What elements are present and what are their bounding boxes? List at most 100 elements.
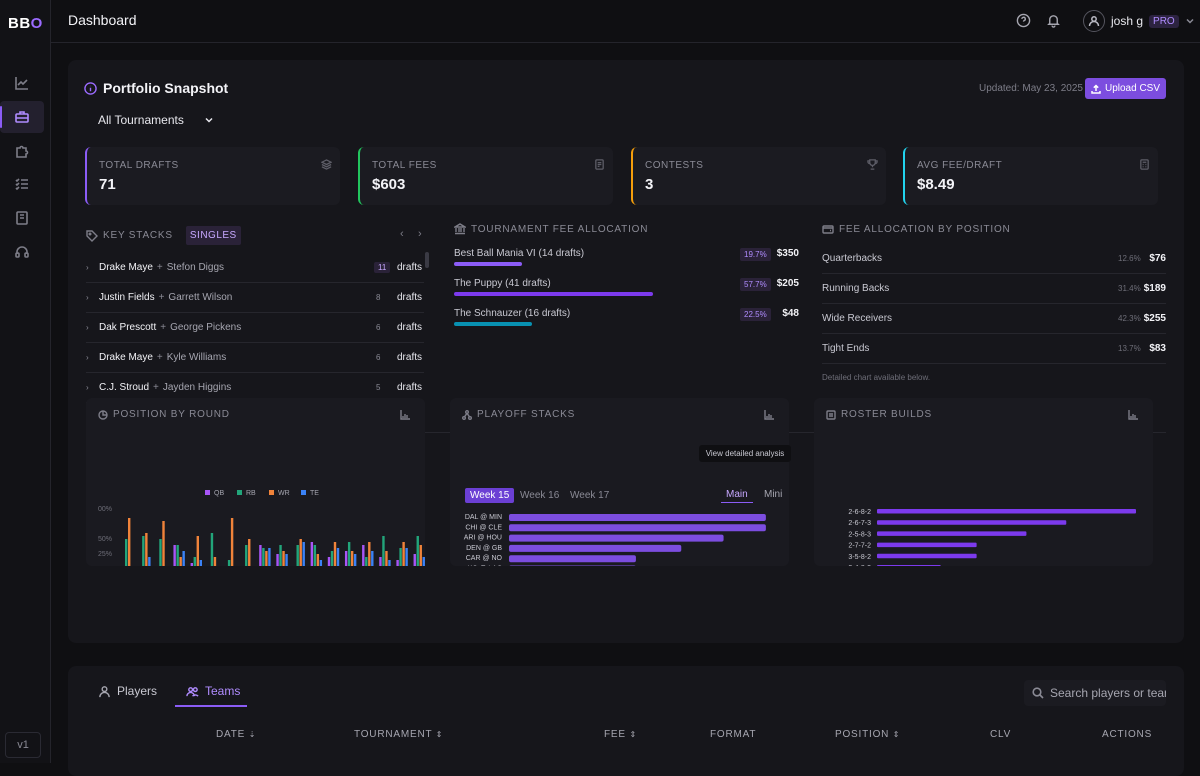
stat-card-total-fees: TOTAL FEES $603 bbox=[358, 147, 613, 205]
bar-rb bbox=[159, 539, 162, 566]
bar-wr bbox=[368, 542, 371, 566]
bell-icon bbox=[1046, 14, 1060, 28]
bar-wr bbox=[402, 542, 405, 566]
category-label: 2-7-7-2 bbox=[848, 543, 871, 550]
stack-bar bbox=[509, 514, 766, 521]
tab-week-16[interactable]: Week 16 bbox=[520, 490, 560, 501]
chart-toggle-icon[interactable] bbox=[400, 409, 411, 420]
legend-swatch bbox=[205, 490, 210, 495]
legend-swatch bbox=[237, 490, 242, 495]
stat-card-avg-fee: AVG FEE/DRAFT $8.49 bbox=[903, 147, 1158, 205]
chevron-right-icon[interactable]: › bbox=[86, 293, 89, 302]
search-input[interactable] bbox=[1050, 686, 1166, 700]
column-actions: ACTIONS bbox=[1102, 729, 1153, 740]
chart-toggle-icon[interactable] bbox=[1128, 409, 1139, 420]
position-name: Tight Ends bbox=[822, 343, 870, 354]
tournament-fee-bar bbox=[454, 292, 654, 296]
build-bar bbox=[877, 565, 941, 566]
tournament-filter-select[interactable]: All Tournaments bbox=[98, 113, 214, 127]
position-pct: 31.4% bbox=[1118, 284, 1141, 293]
bar-qb bbox=[190, 563, 193, 566]
position-by-round-title: POSITION BY ROUND bbox=[98, 409, 230, 420]
tournament-pct: 57.7% bbox=[740, 278, 771, 291]
search-icon bbox=[1032, 687, 1044, 699]
stack-row[interactable]: › Drake Maye + Stefon Diggs 11 drafts bbox=[86, 253, 424, 283]
stack-bar bbox=[509, 524, 766, 532]
bar-te bbox=[319, 560, 323, 566]
chevron-right-icon[interactable]: › bbox=[86, 263, 89, 272]
chevron-right-icon[interactable]: › bbox=[86, 323, 89, 332]
chevron-right-icon[interactable]: › bbox=[86, 353, 89, 362]
roster-builds-chart: 2-6-8-2 2-6-7-3 2-5-8-3 2-7-7-2 3-5-8-2 3-4-8… bbox=[848, 509, 1136, 566]
stack-row[interactable]: › Dak Prescott + George Pickens 6 drafts bbox=[86, 313, 424, 343]
tournament-amount: $205 bbox=[776, 278, 799, 289]
bar-rb bbox=[176, 545, 179, 566]
tab-players[interactable]: Players bbox=[98, 684, 157, 698]
nav-support[interactable] bbox=[0, 236, 44, 268]
tab-mini[interactable]: Mini bbox=[764, 489, 783, 500]
nav-analytics[interactable] bbox=[0, 67, 44, 99]
bar-rb bbox=[142, 536, 145, 566]
stack-row[interactable]: › Justin Fields + Garrett Wilson 8 drafts bbox=[86, 283, 424, 313]
user-menu[interactable]: josh g PRO bbox=[1083, 8, 1195, 34]
scrollbar[interactable] bbox=[425, 252, 429, 402]
nav-integrations[interactable] bbox=[0, 135, 44, 167]
user-icon bbox=[1088, 16, 1100, 27]
prev-arrow-icon[interactable]: ‹ bbox=[400, 228, 404, 240]
nav-library[interactable] bbox=[0, 202, 44, 234]
nav-checklist[interactable] bbox=[0, 168, 44, 200]
position-by-round-card: POSITION BY ROUND QBRBWRTE0%25%50%00%123… bbox=[86, 398, 425, 566]
y-tick-label: 25% bbox=[98, 551, 112, 558]
tab-main[interactable]: Main bbox=[721, 489, 753, 503]
chevron-right-icon[interactable]: › bbox=[86, 383, 89, 392]
tab-teams[interactable]: Teams bbox=[186, 684, 240, 698]
stack-player-2: Stefon Diggs bbox=[166, 262, 225, 273]
next-arrow-icon[interactable]: › bbox=[418, 228, 422, 240]
playoff-stacks-title: PLAYOFF STACKS bbox=[462, 409, 575, 420]
tournament-name: The Schnauzer (16 drafts) bbox=[454, 308, 571, 319]
nav-portfolio[interactable] bbox=[0, 101, 44, 133]
y-tick-label: 00% bbox=[98, 506, 112, 513]
column-tournament[interactable]: TOURNAMENT ⇕ bbox=[354, 729, 444, 740]
stack-player-1: Drake Maye bbox=[99, 262, 153, 273]
bar-qb bbox=[413, 554, 416, 566]
tab-week-17[interactable]: Week 17 bbox=[570, 490, 610, 501]
tab-week-15[interactable]: Week 15 bbox=[465, 488, 515, 503]
position-fee-row: Tight Ends 13.7% $83 bbox=[822, 334, 1166, 364]
bar-wr bbox=[248, 539, 251, 566]
stack-bar bbox=[509, 565, 636, 566]
position-name: Wide Receivers bbox=[822, 313, 893, 324]
avatar bbox=[1083, 10, 1105, 32]
help-button[interactable] bbox=[1014, 11, 1032, 29]
column-fee[interactable]: FEE ⇕ bbox=[604, 729, 637, 740]
build-bar bbox=[877, 531, 1027, 536]
tournament-fee-header: TOURNAMENT FEE ALLOCATION bbox=[454, 223, 648, 235]
position-amount: $83 bbox=[1149, 343, 1166, 354]
column-date[interactable]: DATE ⇣ bbox=[216, 729, 257, 740]
bar-te bbox=[302, 542, 305, 566]
bar-qb bbox=[276, 554, 279, 566]
bar-te bbox=[405, 548, 408, 566]
upload-csv-button[interactable]: Upload CSV bbox=[1085, 78, 1166, 99]
singles-toggle[interactable]: SINGLES bbox=[185, 226, 241, 245]
chart-toggle-icon[interactable] bbox=[764, 409, 775, 420]
notifications-button[interactable] bbox=[1044, 11, 1062, 29]
version-badge[interactable]: v1 bbox=[5, 732, 41, 758]
puzzle-icon bbox=[16, 145, 29, 158]
stack-row[interactable]: › Drake Maye + Kyle Williams 6 drafts bbox=[86, 343, 424, 373]
position-fee-row: Wide Receivers 42.3% $255 bbox=[822, 304, 1166, 334]
legend-swatch bbox=[301, 490, 306, 495]
build-bar bbox=[877, 553, 977, 559]
search-box[interactable] bbox=[1024, 680, 1166, 706]
column-position[interactable]: POSITION ⇕ bbox=[835, 729, 901, 740]
plus-icon: + bbox=[156, 262, 163, 273]
bar-te bbox=[388, 560, 391, 566]
pie-icon bbox=[98, 409, 108, 420]
draft-count: 6 bbox=[376, 323, 381, 332]
draft-unit: drafts bbox=[397, 352, 423, 363]
app-logo[interactable]: BBO bbox=[8, 15, 43, 32]
tournament-name: Best Ball Mania VI (14 drafts) bbox=[454, 248, 585, 259]
draft-unit: drafts bbox=[397, 262, 423, 273]
category-label: CHI @ CLE bbox=[465, 524, 502, 531]
roster-builds-title: ROSTER BUILDS bbox=[826, 409, 932, 420]
